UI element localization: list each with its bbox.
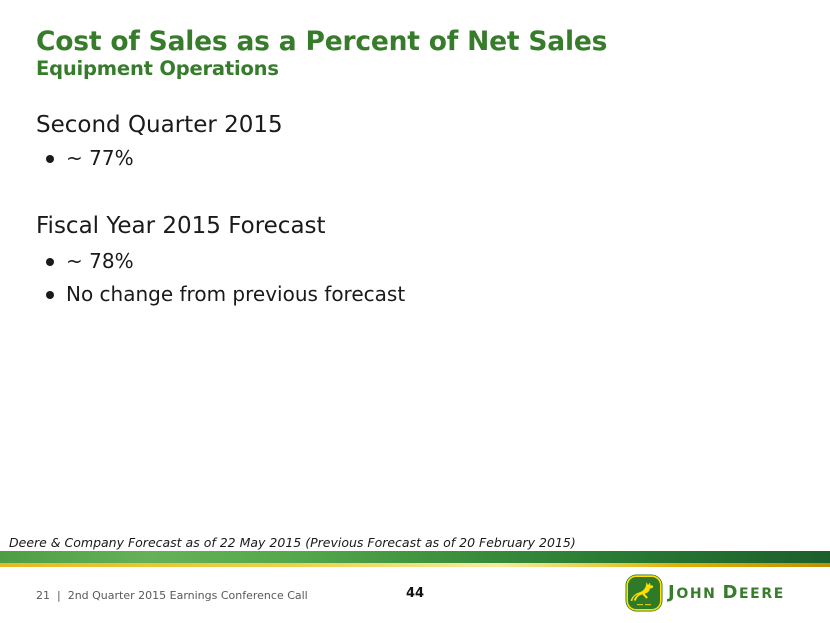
wordmark-letter: J (668, 582, 677, 603)
slide-title: Cost of Sales as a Percent of Net Sales (36, 26, 608, 57)
bullet-item: No change from previous forecast (46, 282, 405, 306)
footnote: Deere & Company Forecast as of 22 May 20… (9, 535, 576, 550)
wordmark-letter: D (722, 582, 739, 603)
deere-shield-icon (625, 574, 663, 612)
bullet-dot-icon (46, 155, 54, 163)
footer-slide-info: 21 | 2nd Quarter 2015 Earnings Conferenc… (36, 589, 308, 602)
wordmark-letters: OHN (676, 586, 717, 602)
page-number: 44 (405, 586, 425, 601)
bullet-dot-icon (46, 258, 54, 266)
john-deere-logo: JOHN DEERE (624, 573, 804, 615)
bullet-text: No change from previous forecast (66, 282, 406, 306)
bullet-item: ~ 77% (46, 146, 134, 170)
separator-bar-yellow (0, 563, 830, 567)
bullet-text: ~ 77% (66, 146, 134, 170)
bullet-item: ~ 78% (46, 249, 134, 273)
separator-bar-green (0, 551, 830, 563)
section-heading-fiscal-year: Fiscal Year 2015 Forecast (36, 213, 326, 239)
bullet-dot-icon (46, 291, 54, 299)
wordmark-letters: EERE (739, 586, 785, 602)
bullet-text: ~ 78% (66, 249, 134, 273)
section-heading-second-quarter: Second Quarter 2015 (36, 112, 283, 138)
slide-subtitle: Equipment Operations (36, 57, 279, 80)
john-deere-wordmark: JOHN DEERE (668, 584, 785, 602)
